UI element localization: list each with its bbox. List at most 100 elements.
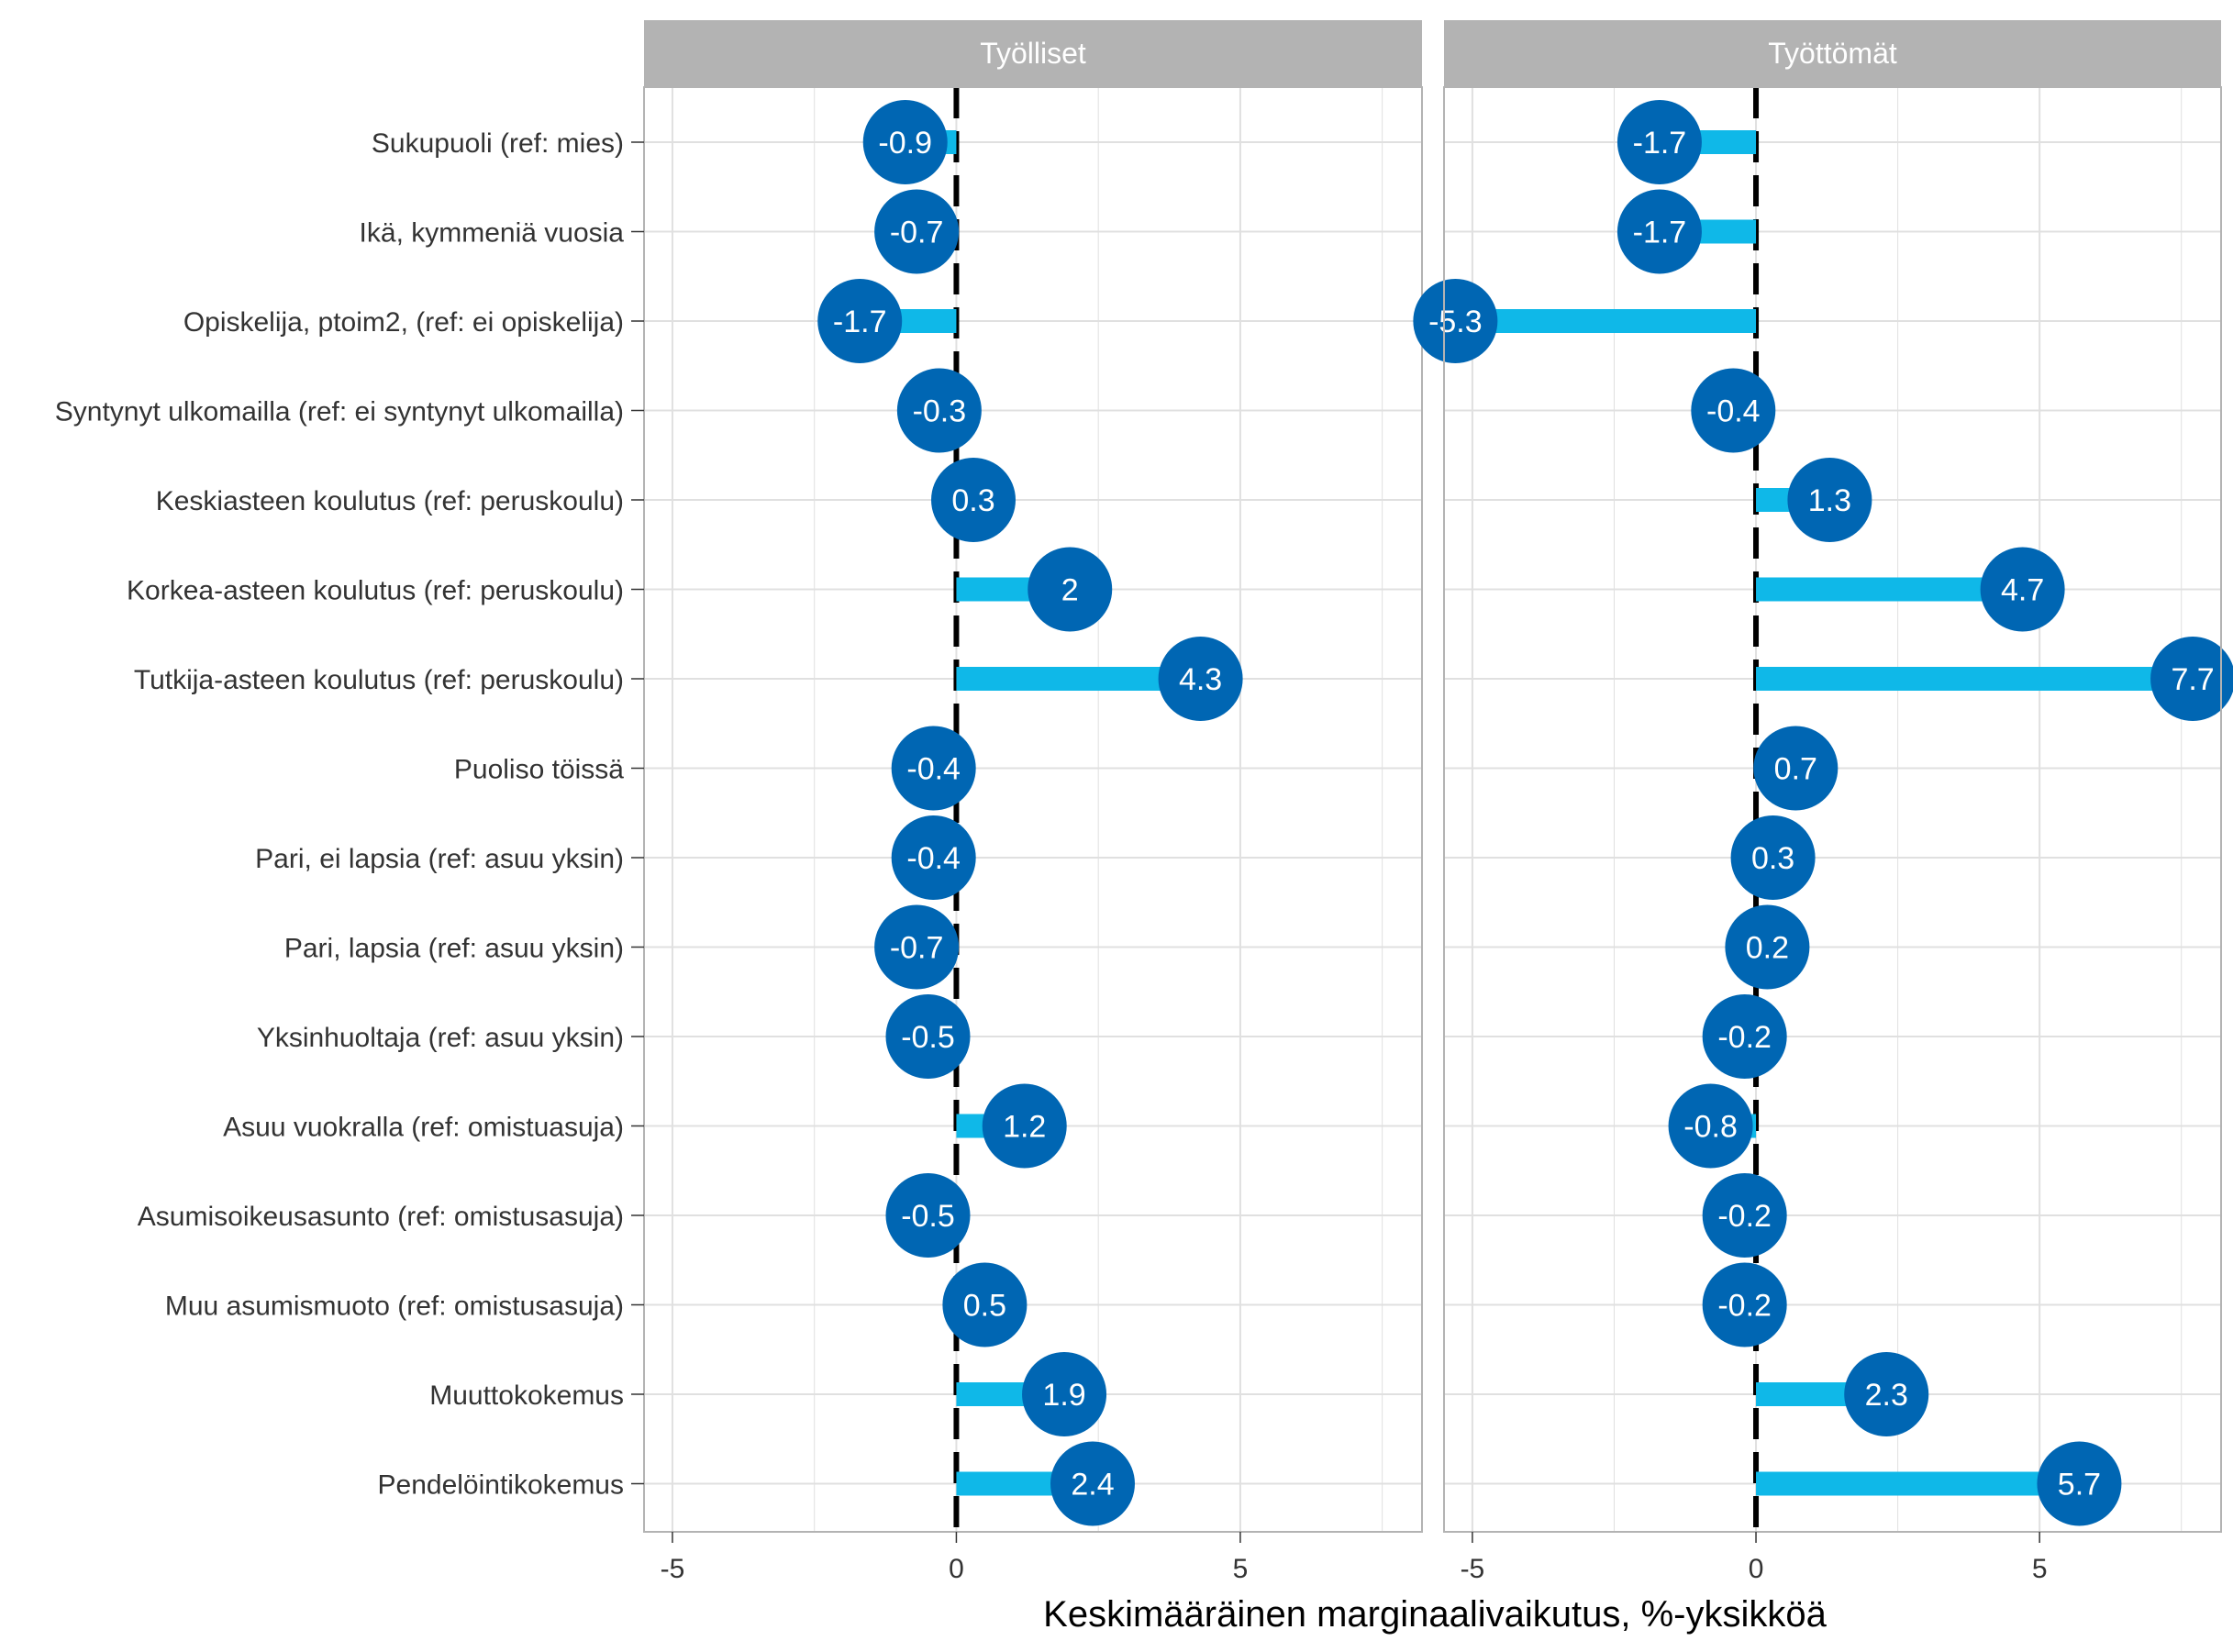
lollipop-point <box>1158 637 1243 721</box>
panels: -0.9 -0.7 -1.7 -0.3 0.3 2 4.3 -0.4 -0.4 -0.7 -0.5 1… <box>643 20 2233 1584</box>
data-label: 5.7 <box>2058 1468 2101 1502</box>
y-tick-label: Muuttokokemus <box>429 1380 624 1411</box>
data-label: 2 <box>1061 573 1079 608</box>
x-tick-label: -5 <box>1461 1554 1485 1584</box>
facet-strip-label: Työlliset <box>980 37 1086 70</box>
lollipop-bar <box>1756 1471 2080 1496</box>
lollipop-point <box>982 1083 1067 1169</box>
lollipop-point <box>885 994 971 1079</box>
y-tick-label: Ikä, kymmeniä vuosia <box>360 218 625 249</box>
lollipop-point <box>1702 1173 1787 1258</box>
data-label: -0.5 <box>901 1020 955 1055</box>
lollipop-point <box>1028 547 1113 632</box>
lollipop-bar <box>1756 667 2194 691</box>
data-label: 2.3 <box>1865 1378 1908 1413</box>
panel-background <box>1444 87 2221 1532</box>
lollipop-point <box>1730 815 1816 900</box>
data-label: 1.9 <box>1042 1378 1085 1413</box>
data-label: -1.7 <box>833 305 887 339</box>
y-tick-label: Asumisoikeusasunto (ref: omistusasuja) <box>138 1202 624 1232</box>
data-label: -0.8 <box>1683 1110 1738 1145</box>
lollipop-point <box>1725 904 1810 990</box>
y-tick-label: Korkea-asteen koulutus (ref: peruskoulu) <box>127 576 624 606</box>
data-label: -0.2 <box>1717 1289 1772 1324</box>
y-tick-label: Puoliso töissä <box>454 755 624 785</box>
y-tick-label: Asuu vuokralla (ref: omistuasuja) <box>223 1113 624 1143</box>
x-tick-label: -5 <box>661 1554 685 1584</box>
data-label: 1.2 <box>1003 1110 1046 1145</box>
data-label: 0.5 <box>963 1289 1006 1324</box>
y-tick-label: Tutkija-asteen koulutus (ref: peruskoulu… <box>134 665 624 695</box>
lollipop-point <box>891 726 976 811</box>
data-label: -0.9 <box>878 126 932 161</box>
x-tick-label: 5 <box>2032 1554 2048 1584</box>
lollipop-point <box>1413 279 1498 363</box>
data-label: -0.5 <box>901 1199 955 1234</box>
data-label: -0.7 <box>890 216 944 250</box>
data-label: -5.3 <box>1428 305 1483 339</box>
data-label: -1.7 <box>1633 126 1687 161</box>
data-label: 2.4 <box>1071 1468 1114 1502</box>
lollipop-point <box>1668 1083 1753 1169</box>
lollipop-point <box>1844 1352 1929 1436</box>
lollipop-point <box>1753 726 1839 811</box>
panel-border <box>1443 86 2222 1533</box>
y-tick-label: Opiskelija, ptoim2, (ref: ei opiskelija) <box>183 307 624 338</box>
data-label: 7.7 <box>2171 662 2214 697</box>
facet-strip <box>1444 20 2221 86</box>
lollipop-point <box>2037 1441 2122 1526</box>
y-tick-label: Pari, ei lapsia (ref: asuu yksin) <box>255 844 624 874</box>
y-tick-label: Pendelöintikokemus <box>378 1470 625 1501</box>
lollipop-point <box>931 458 1017 542</box>
y-tick-label: Yksinhuoltaja (ref: asuu yksin) <box>257 1023 624 1053</box>
x-tick-label: 0 <box>949 1554 964 1584</box>
y-tick-label: Sukupuoli (ref: mies) <box>372 128 624 159</box>
x-axis-title: Keskimääräinen marginaalivaikutus, %-yks… <box>1043 1594 1827 1635</box>
lollipop-point <box>1691 368 1776 453</box>
x-tick-label: 5 <box>1233 1554 1249 1584</box>
lollipop-point <box>817 279 903 363</box>
data-label: -0.4 <box>906 752 961 787</box>
lollipop-point <box>1702 1262 1787 1347</box>
facet-strip-label: Työttömät <box>1768 37 1897 70</box>
y-tick-label: Pari, lapsia (ref: asuu yksin) <box>284 934 624 964</box>
data-label: -0.4 <box>1706 394 1761 429</box>
lollipop-point <box>1022 1352 1107 1436</box>
lollipop-point <box>2150 637 2233 721</box>
y-axis-labels: Sukupuoli (ref: mies) Ikä, kymmeniä vuosi… <box>55 128 644 1501</box>
lollipop-point <box>1702 994 1787 1079</box>
lollipop-point <box>1616 189 1702 274</box>
lollipop-point <box>874 189 960 274</box>
x-tick-label: 0 <box>1749 1554 1764 1584</box>
y-tick-label: Muu asumismuoto (ref: omistusasuja) <box>165 1292 624 1322</box>
data-label: -0.2 <box>1717 1199 1772 1234</box>
panel: -1.7 -1.7 -5.3 -0.4 1.3 4.7 7.7 0.7 0.3 0.2 -0.2 -0… <box>1413 20 2233 1584</box>
lollipop-point <box>1787 458 1872 542</box>
data-label: 0.3 <box>1751 841 1794 876</box>
data-label: 0.7 <box>1774 752 1817 787</box>
facet-strip <box>644 20 1422 86</box>
lollipop-point <box>1980 547 2065 632</box>
y-tick-label: Syntynyt ulkomailla (ref: ei syntynyt ul… <box>55 397 624 427</box>
lollipop-point <box>891 815 976 900</box>
data-label: -0.7 <box>890 931 944 966</box>
data-label: 4.7 <box>2001 573 2044 608</box>
data-label: -0.4 <box>906 841 961 876</box>
lollipop-point <box>862 100 948 184</box>
lollipop-bar <box>1455 309 1757 333</box>
lollipop-point <box>1616 100 1702 184</box>
data-label: 1.3 <box>1808 483 1851 518</box>
lollipop-point <box>1050 1441 1135 1526</box>
lollipop-point <box>885 1173 971 1258</box>
lollipop-bar <box>1756 577 2023 602</box>
panel-background <box>644 87 1422 1532</box>
panel-border <box>643 86 1423 1533</box>
panel: -0.9 -0.7 -1.7 -0.3 0.3 2 4.3 -0.4 -0.4 -0.7 -0.5 1… <box>643 20 1423 1584</box>
lollipop-point <box>874 904 960 990</box>
lollipop-point <box>942 1262 1028 1347</box>
data-label: 0.2 <box>1746 931 1789 966</box>
data-label: 0.3 <box>951 483 994 518</box>
data-label: 4.3 <box>1179 662 1222 697</box>
